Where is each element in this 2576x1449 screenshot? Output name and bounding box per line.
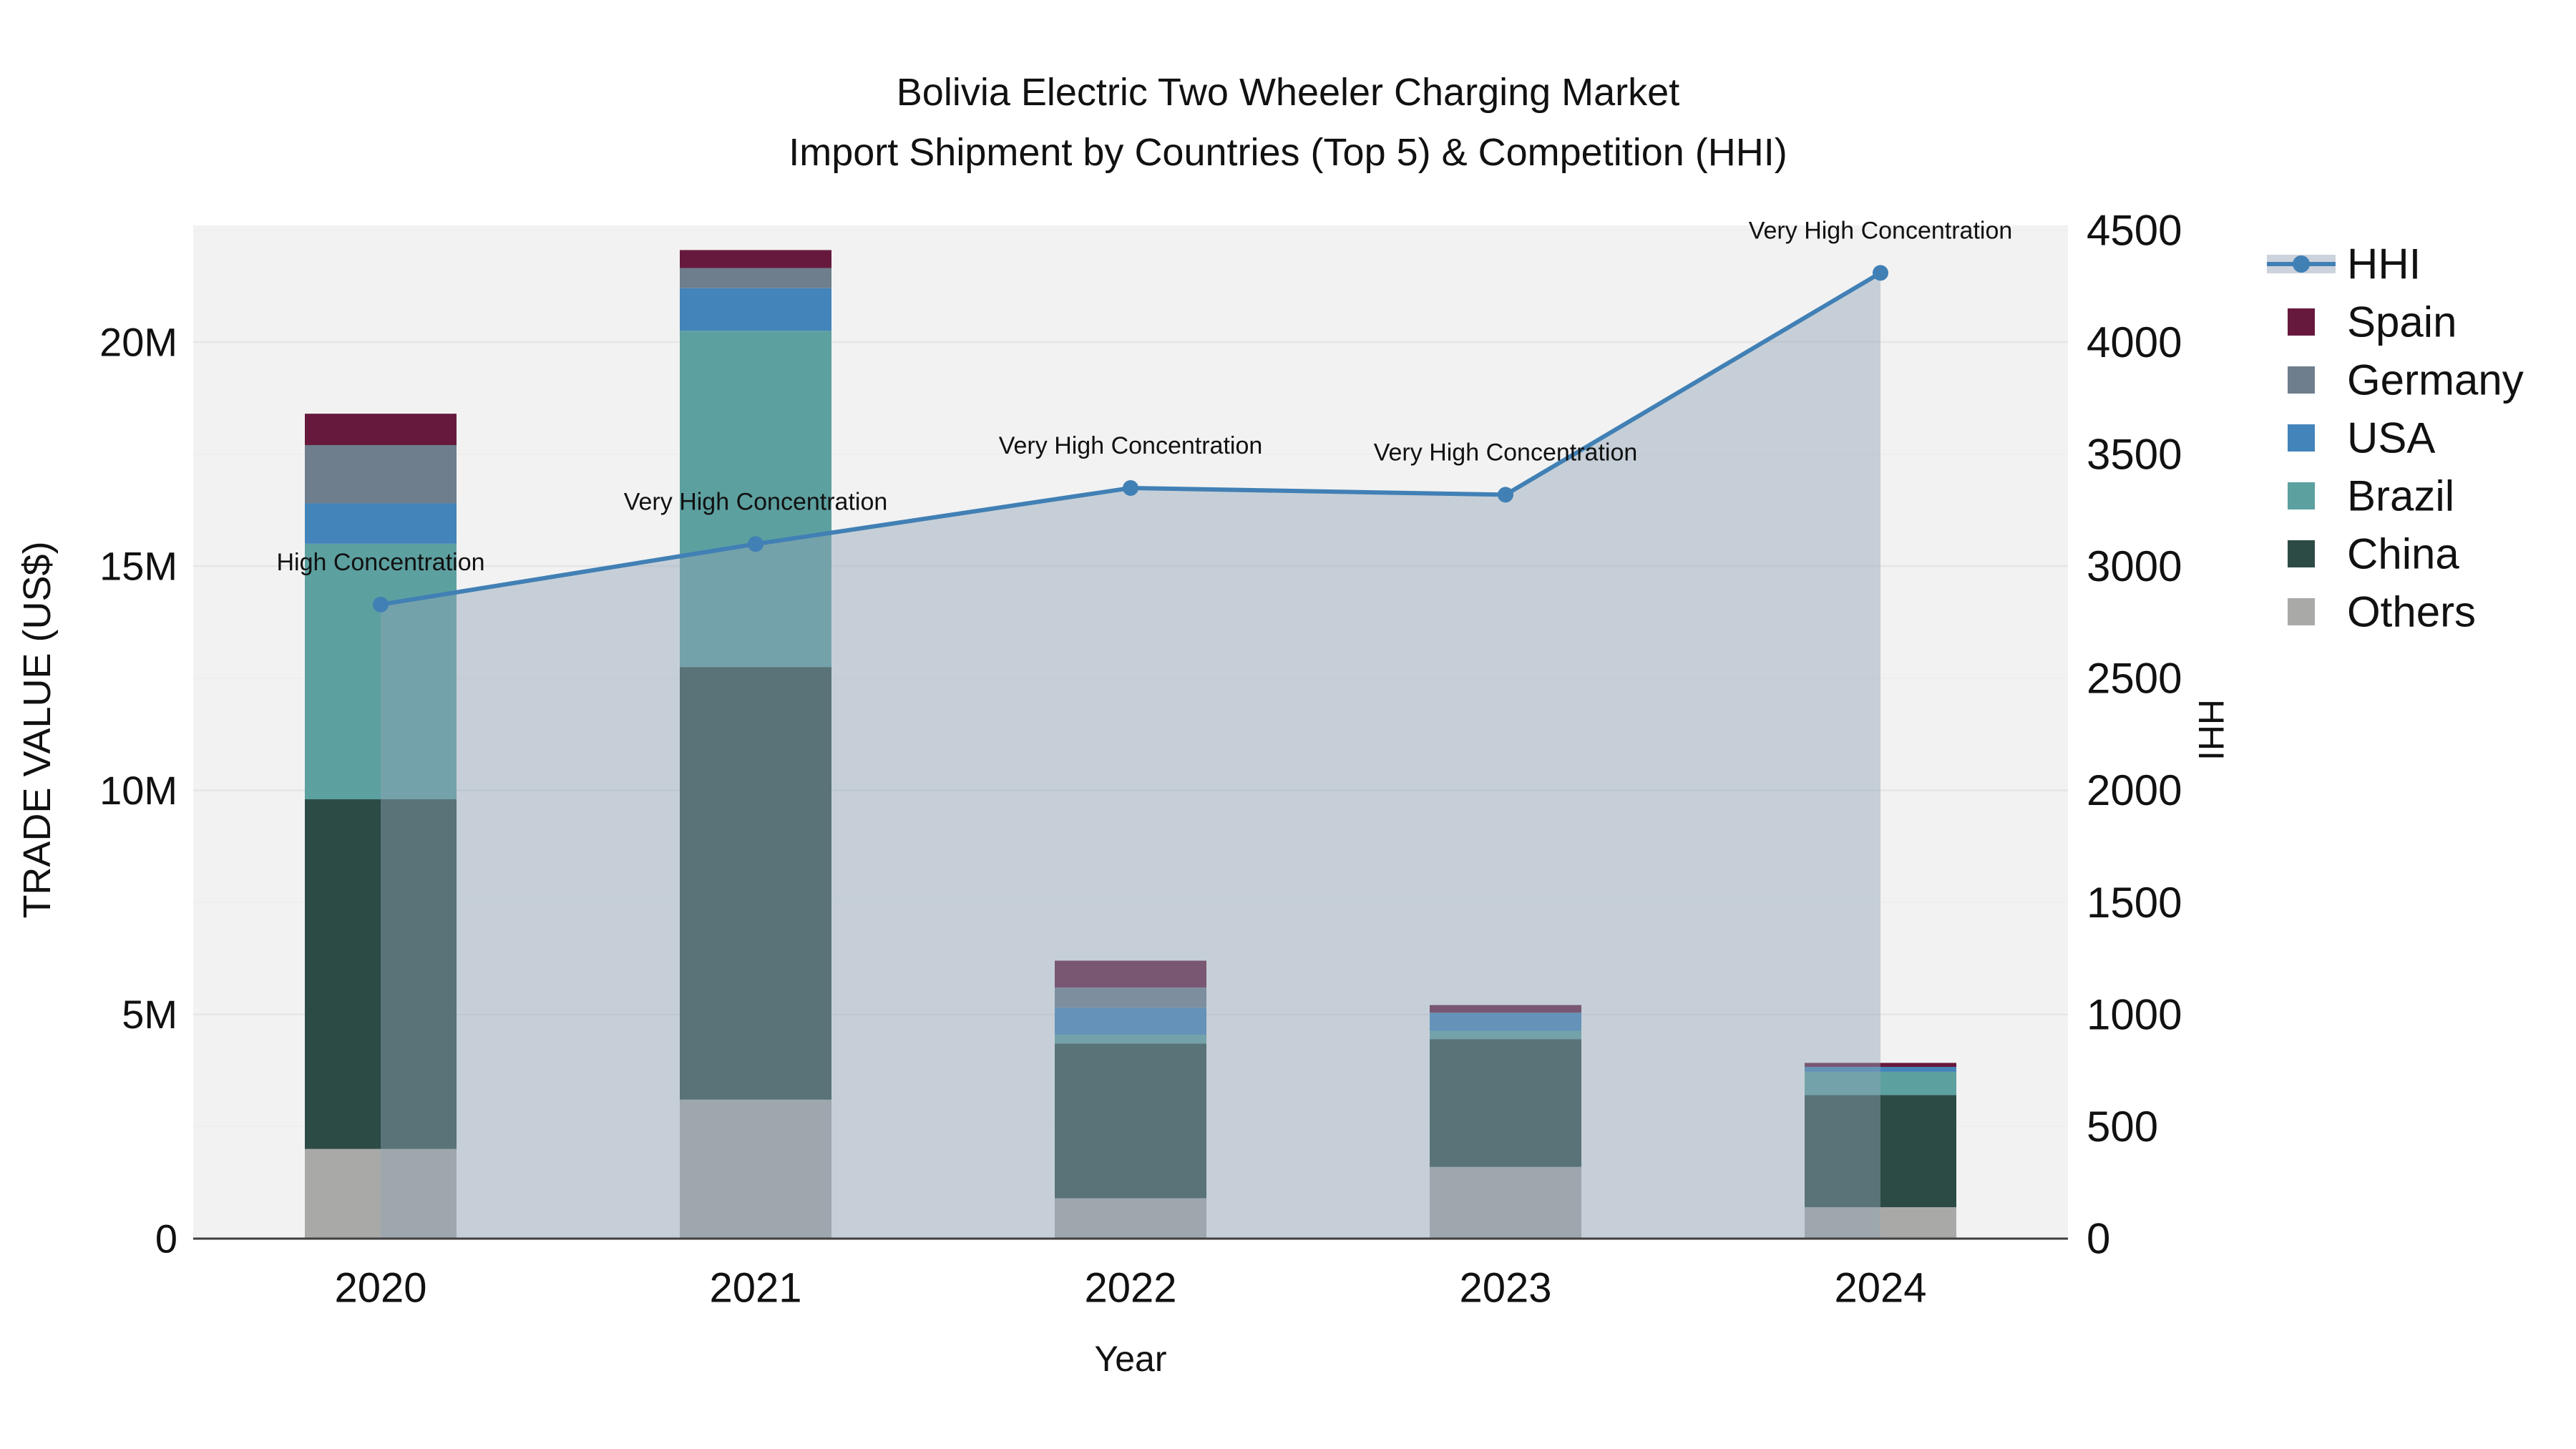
y-left-tick-5M: 5M — [122, 992, 177, 1037]
bar-segment-others-2022[interactable] — [1055, 1198, 1206, 1239]
legend-swatch-brazil — [2288, 482, 2315, 509]
bar-segment-germany-2021[interactable] — [680, 268, 831, 288]
bar-segment-usa-2023[interactable] — [1430, 1013, 1581, 1031]
chart-title-line-2: Import Shipment by Countries (Top 5) & C… — [789, 131, 1787, 174]
legend-item-spain[interactable]: Spain — [2247, 293, 2576, 351]
annotation-2022: Very High Concentration — [999, 432, 1263, 459]
legend-label-others: Others — [2347, 587, 2477, 635]
hhi-point-2024[interactable] — [1873, 265, 1888, 281]
hhi-point-2023[interactable] — [1498, 487, 1513, 503]
legend-swatch-spain — [2288, 308, 2315, 336]
bar-segment-spain-2023[interactable] — [1430, 1005, 1581, 1013]
annotation-2023: Very High Concentration — [1374, 439, 1638, 466]
bar-segment-brazil-2024[interactable] — [1805, 1071, 1956, 1096]
bar-segment-usa-2020[interactable] — [305, 503, 457, 544]
x-tick-2022: 2022 — [1084, 1265, 1176, 1312]
legend-swatch-others — [2288, 597, 2315, 625]
legend-item-others[interactable]: Others — [2247, 582, 2576, 640]
bar-segment-others-2021[interactable] — [680, 1099, 831, 1239]
hhi-area-fill — [381, 273, 1880, 1239]
hhi-point-2020[interactable] — [373, 596, 389, 613]
bar-segment-brazil-2022[interactable] — [1055, 1034, 1206, 1044]
legend-item-usa[interactable]: USA — [2247, 409, 2576, 467]
bar-segment-brazil-2021[interactable] — [680, 331, 831, 668]
bar-segment-spain-2024[interactable] — [1805, 1063, 1956, 1068]
bar-segment-brazil-2023[interactable] — [1430, 1030, 1581, 1040]
annotation-2021: Very High Concentration — [624, 488, 888, 515]
y-left-tick-0: 0 — [155, 1216, 177, 1262]
bar-segment-usa-2021[interactable] — [680, 288, 831, 331]
bar-segment-spain-2020[interactable] — [305, 414, 457, 446]
y-left-tick-15M: 15M — [99, 544, 177, 589]
bar-segment-others-2020[interactable] — [305, 1148, 457, 1239]
legend: HHI Spain Germany USA Brazil China Others — [2247, 235, 2576, 640]
y-right-tick-1500: 1500 — [2087, 879, 2182, 927]
hhi-point-2022[interactable] — [1123, 479, 1138, 496]
y-left-axis-title: TRADE VALUE (US$) — [16, 541, 59, 919]
legend-label-germany: Germany — [2347, 356, 2524, 404]
y-right-tick-3000: 3000 — [2087, 542, 2182, 590]
y-right-tick-0: 0 — [2087, 1215, 2110, 1263]
y-left-tick-20M: 20M — [99, 319, 177, 364]
bar-segment-china-2022[interactable] — [1055, 1043, 1206, 1199]
legend-swatch-china — [2288, 540, 2315, 567]
x-tick-2024: 2024 — [1834, 1265, 1926, 1312]
bar-segment-spain-2022[interactable] — [1055, 960, 1206, 988]
legend-item-brazil[interactable]: Brazil — [2247, 467, 2576, 525]
bar-segment-brazil-2020[interactable] — [305, 543, 457, 799]
annotation-2020: High Concentration — [276, 549, 484, 576]
x-axis-title: Year — [1094, 1339, 1167, 1379]
legend-label-brazil: Brazil — [2347, 472, 2455, 519]
bar-segment-china-2020[interactable] — [305, 799, 457, 1149]
y-left-tick-10M: 10M — [99, 768, 177, 813]
y-right-tick-2500: 2500 — [2087, 655, 2182, 703]
bar-segment-spain-2021[interactable] — [680, 250, 831, 268]
chart-title-line-1: Bolivia Electric Two Wheeler Charging Ma… — [896, 71, 1680, 114]
legend-swatch-germany — [2288, 366, 2315, 394]
hhi-point-2021[interactable] — [748, 536, 763, 552]
bar-segment-others-2023[interactable] — [1430, 1166, 1581, 1239]
x-tick-2020: 2020 — [334, 1265, 426, 1312]
bar-segment-germany-2022[interactable] — [1055, 987, 1206, 1008]
y-right-axis-title: HHI — [2191, 698, 2231, 761]
x-tick-2023: 2023 — [1459, 1265, 1551, 1312]
legend-label-usa: USA — [2347, 414, 2436, 462]
legend-hhi-marker-icon — [2293, 255, 2310, 273]
bar-segment-others-2024[interactable] — [1805, 1207, 1956, 1239]
y-right-tick-3500: 3500 — [2087, 431, 2182, 479]
y-right-tick-4500: 4500 — [2087, 206, 2182, 254]
legend-item-hhi[interactable]: HHI — [2247, 235, 2576, 293]
legend-label-hhi: HHI — [2347, 240, 2421, 288]
bar-segment-germany-2020[interactable] — [305, 445, 457, 504]
y-right-tick-4000: 4000 — [2087, 318, 2182, 366]
annotation-2024: Very High Concentration — [1749, 217, 2013, 244]
legend-label-china: China — [2347, 530, 2459, 577]
bar-segment-china-2024[interactable] — [1805, 1095, 1956, 1208]
legend-item-china[interactable]: China — [2247, 525, 2576, 582]
x-tick-2021: 2021 — [709, 1265, 801, 1312]
legend-label-spain: Spain — [2347, 298, 2457, 346]
bar-segment-china-2023[interactable] — [1430, 1039, 1581, 1167]
y-right-tick-500: 500 — [2087, 1103, 2158, 1151]
legend-item-germany[interactable]: Germany — [2247, 351, 2576, 409]
legend-swatch-usa — [2288, 424, 2315, 452]
y-right-tick-1000: 1000 — [2087, 990, 2182, 1038]
bar-segment-china-2021[interactable] — [680, 667, 831, 1100]
bar-segment-usa-2024[interactable] — [1805, 1067, 1956, 1072]
y-right-tick-2000: 2000 — [2087, 766, 2182, 814]
bar-segment-usa-2022[interactable] — [1055, 1008, 1206, 1035]
